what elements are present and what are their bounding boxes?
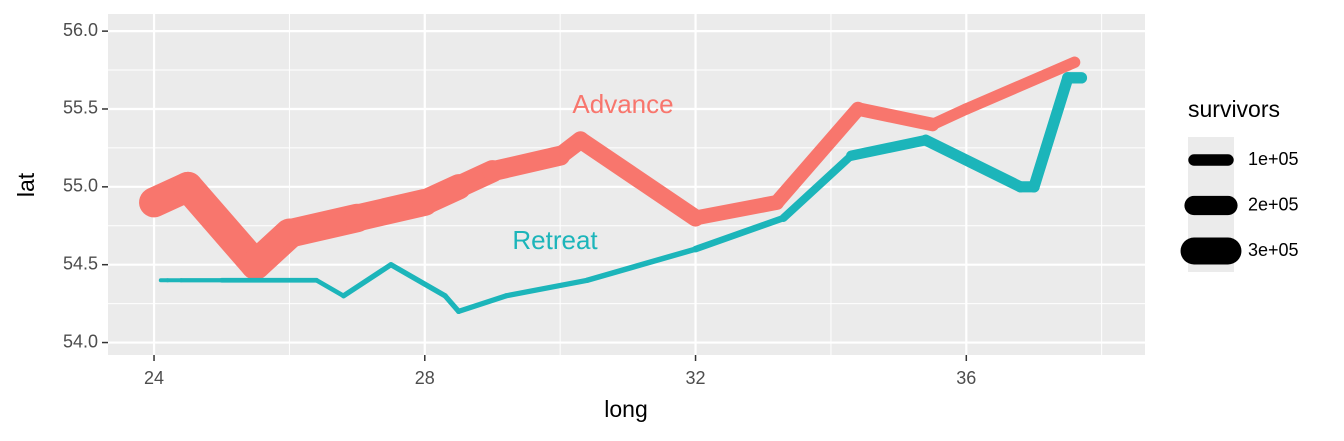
x-tick-label: 24 <box>144 368 164 388</box>
path-segment <box>172 171 271 280</box>
path-segment <box>779 151 856 222</box>
path-segment <box>340 262 394 299</box>
y-axis-title: lat <box>13 172 39 197</box>
panel <box>108 14 1145 355</box>
path-segment <box>388 262 448 299</box>
path-segment <box>1028 72 1074 193</box>
y-tick-label: 54.0 <box>63 331 98 351</box>
legend-label: 3e+05 <box>1248 240 1299 260</box>
legend-label: 1e+05 <box>1248 149 1299 169</box>
path-segment <box>851 102 940 132</box>
path-segment <box>584 246 699 284</box>
path-segment <box>571 131 705 227</box>
path-segment <box>688 194 785 226</box>
path-segment <box>960 56 1081 115</box>
x-tick-label: 28 <box>415 368 435 388</box>
path-segment <box>456 293 509 315</box>
path-segment <box>846 134 931 161</box>
path-segment <box>920 134 1027 193</box>
grid <box>108 14 1145 355</box>
y-tick-label: 55.5 <box>63 98 98 118</box>
y-tick-label: 54.5 <box>63 253 98 273</box>
legend-label: 2e+05 <box>1248 194 1299 214</box>
path-segment <box>769 101 866 210</box>
path-segment <box>442 293 462 315</box>
x-tick-label: 36 <box>956 368 976 388</box>
path-segment <box>692 214 787 253</box>
path-segment <box>314 277 346 299</box>
x-axis-title: long <box>604 396 647 422</box>
path-segment <box>482 145 571 182</box>
y-tick-label: 56.0 <box>63 20 98 40</box>
marks <box>139 56 1088 315</box>
y-tick-label: 55.0 <box>63 176 98 196</box>
x-tick-label: 32 <box>686 368 706 388</box>
series-label: Retreat <box>512 225 598 255</box>
series-label: Advance <box>572 89 673 119</box>
path-segment <box>503 277 590 299</box>
legend-title: survivors <box>1188 96 1280 122</box>
path-segment <box>926 103 973 131</box>
